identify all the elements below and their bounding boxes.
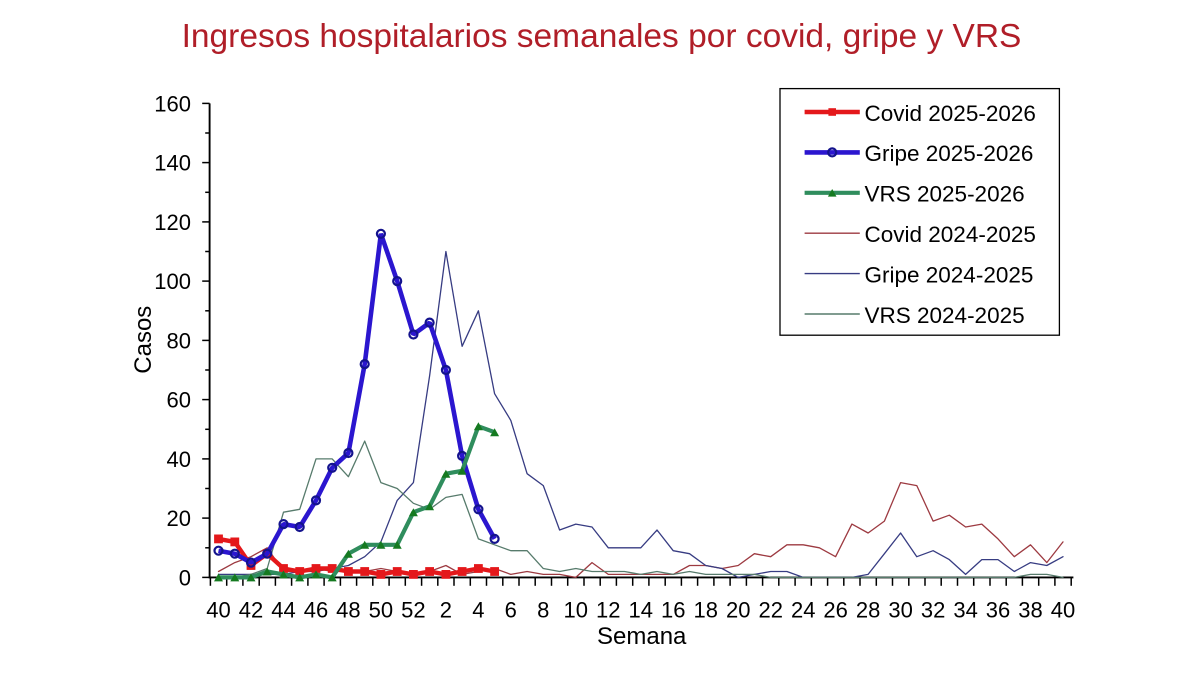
svg-text:VRS 2025-2026: VRS 2025-2026 — [865, 182, 1025, 207]
svg-text:48: 48 — [336, 597, 360, 622]
svg-text:32: 32 — [921, 597, 945, 622]
svg-text:34: 34 — [953, 597, 977, 622]
svg-text:100: 100 — [154, 269, 191, 294]
svg-text:120: 120 — [154, 210, 191, 235]
svg-text:22: 22 — [758, 597, 782, 622]
svg-text:2: 2 — [440, 597, 452, 622]
svg-text:20: 20 — [167, 506, 191, 531]
svg-text:60: 60 — [167, 388, 191, 413]
svg-text:12: 12 — [596, 597, 620, 622]
svg-text:Covid 2025-2026: Covid 2025-2026 — [865, 101, 1036, 126]
svg-text:8: 8 — [537, 597, 549, 622]
svg-text:40: 40 — [206, 597, 230, 622]
svg-text:40: 40 — [1051, 597, 1075, 622]
svg-text:36: 36 — [986, 597, 1010, 622]
svg-text:0: 0 — [179, 565, 191, 590]
svg-text:42: 42 — [239, 597, 263, 622]
svg-text:Semana: Semana — [597, 623, 687, 650]
svg-text:Ingresos hospitalarios semanal: Ingresos hospitalarios semanales por cov… — [182, 18, 1022, 55]
svg-text:140: 140 — [154, 151, 191, 176]
svg-text:4: 4 — [472, 597, 484, 622]
svg-text:80: 80 — [167, 328, 191, 353]
svg-text:28: 28 — [856, 597, 880, 622]
svg-text:VRS 2024-2025: VRS 2024-2025 — [865, 303, 1025, 328]
svg-text:30: 30 — [888, 597, 912, 622]
svg-text:16: 16 — [661, 597, 685, 622]
svg-text:20: 20 — [726, 597, 750, 622]
svg-text:6: 6 — [505, 597, 517, 622]
svg-text:26: 26 — [823, 597, 847, 622]
svg-text:10: 10 — [564, 597, 588, 622]
svg-text:14: 14 — [629, 597, 653, 622]
svg-text:Gripe 2025-2026: Gripe 2025-2026 — [865, 141, 1034, 166]
svg-text:52: 52 — [401, 597, 425, 622]
svg-text:40: 40 — [167, 447, 191, 472]
svg-text:Covid 2024-2025: Covid 2024-2025 — [865, 222, 1036, 247]
svg-text:Casos: Casos — [130, 306, 157, 374]
svg-text:160: 160 — [154, 91, 191, 116]
svg-text:24: 24 — [791, 597, 815, 622]
svg-text:44: 44 — [271, 597, 295, 622]
svg-text:50: 50 — [369, 597, 393, 622]
svg-text:Gripe 2024-2025: Gripe 2024-2025 — [865, 262, 1034, 287]
svg-text:46: 46 — [304, 597, 328, 622]
svg-text:18: 18 — [693, 597, 717, 622]
svg-text:38: 38 — [1018, 597, 1042, 622]
